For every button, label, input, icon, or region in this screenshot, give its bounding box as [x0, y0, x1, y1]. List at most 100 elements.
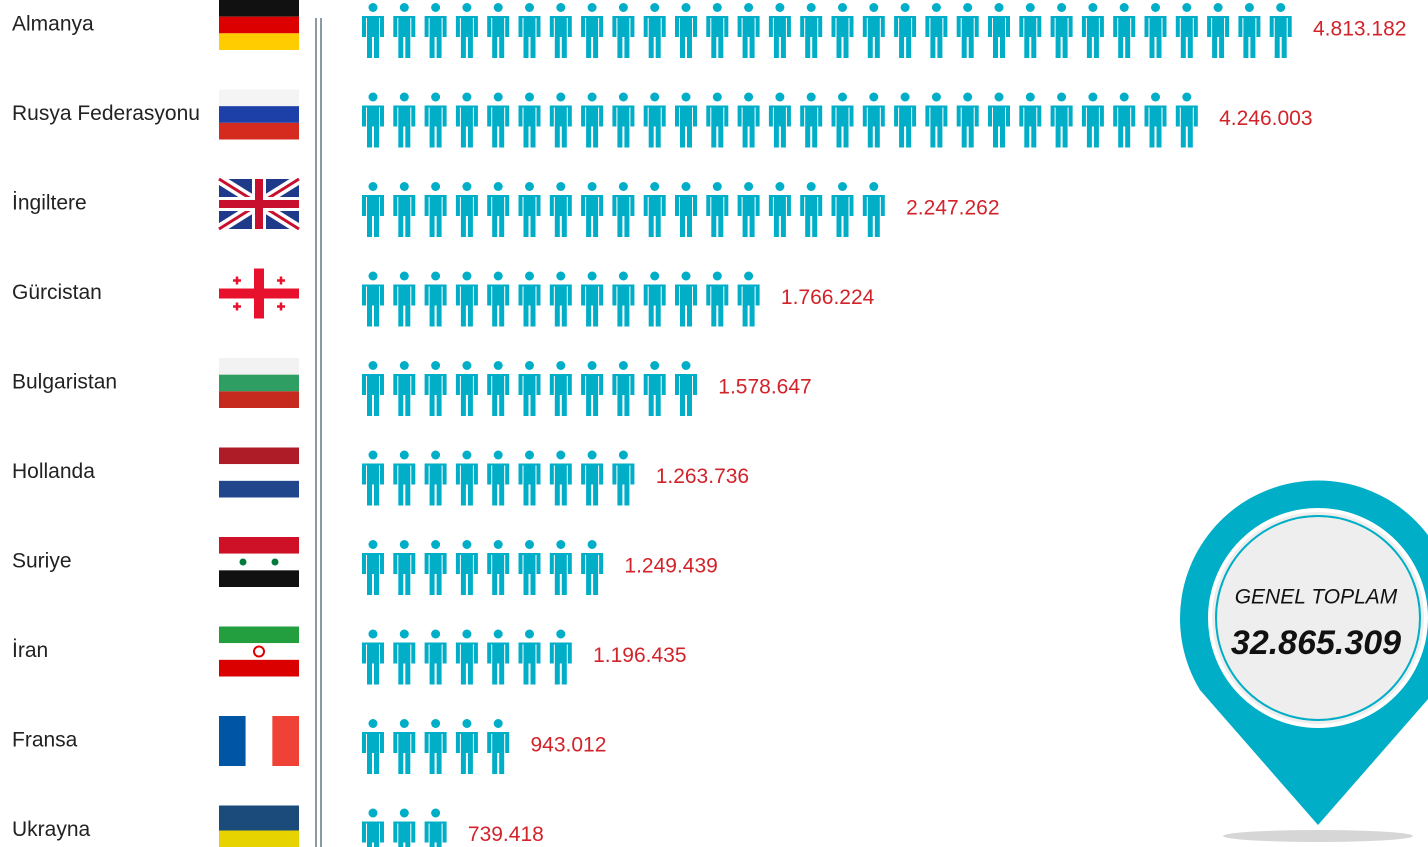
- flag-stripe: [219, 805, 299, 831]
- icon-body: [643, 105, 666, 148]
- icon-body: [362, 374, 384, 416]
- icon-body: [925, 16, 948, 58]
- icon-head: [650, 271, 660, 281]
- country-name: Bulgaristan: [12, 371, 117, 394]
- icon-body: [424, 732, 447, 774]
- icon-body: [487, 553, 510, 595]
- icon-body: [1144, 16, 1167, 58]
- icon-head: [1119, 3, 1129, 12]
- icon-body: [393, 105, 416, 148]
- icon-head: [712, 182, 722, 191]
- icon-row: [362, 450, 635, 506]
- icon-body: [706, 284, 729, 327]
- icon-body: [362, 284, 384, 327]
- icon-body: [737, 105, 760, 148]
- icon-head: [399, 3, 409, 12]
- icon-head: [1025, 92, 1035, 102]
- icon-head: [869, 3, 879, 12]
- icon-body: [1144, 105, 1167, 148]
- icon-head: [618, 182, 628, 191]
- icon-body: [518, 105, 541, 148]
- icon-body: [768, 195, 791, 237]
- icon-head: [399, 540, 409, 549]
- icon-head: [556, 450, 566, 460]
- icon-head: [618, 3, 628, 12]
- icon-body: [988, 16, 1010, 58]
- icon-head: [650, 361, 660, 370]
- icon-body: [518, 16, 541, 58]
- flag-stripe: [219, 830, 299, 847]
- icon-body: [1175, 105, 1198, 148]
- flag-stripe: [219, 374, 299, 392]
- icon-head: [618, 271, 628, 281]
- flag-cross: [233, 302, 241, 311]
- icon-body: [424, 553, 447, 595]
- icon-head: [775, 182, 785, 191]
- flag-star: [271, 558, 279, 566]
- icon-head: [994, 3, 1004, 12]
- icon-body: [518, 284, 541, 327]
- icon-head: [399, 629, 409, 639]
- icon-body: [862, 16, 885, 58]
- icon-head: [525, 271, 534, 281]
- icon-head: [650, 3, 660, 12]
- icon-head: [618, 361, 628, 370]
- icon-head: [462, 3, 472, 12]
- icon-head: [431, 540, 441, 549]
- icon-body: [1050, 105, 1073, 148]
- icon-head: [1182, 3, 1192, 12]
- flag: [216, 174, 302, 234]
- icon-head: [368, 271, 378, 281]
- icon-head: [368, 182, 378, 191]
- icon-body: [831, 195, 854, 237]
- icon-body: [518, 374, 541, 416]
- icon-body: [894, 16, 917, 58]
- country-name: Rusya Federasyonu: [12, 102, 200, 125]
- icon-body: [393, 553, 416, 595]
- icon-body: [1113, 105, 1136, 148]
- icon-head: [368, 540, 378, 549]
- flag-stripe: [219, 626, 299, 644]
- icon-head: [1276, 3, 1286, 12]
- icon-head: [462, 450, 472, 460]
- icon-body: [487, 642, 510, 685]
- icon-head: [869, 92, 879, 102]
- icon-head: [462, 629, 472, 639]
- icon-head: [399, 719, 409, 728]
- icon-head: [1025, 3, 1035, 12]
- icon-head: [1244, 3, 1254, 12]
- icon-body: [706, 105, 729, 148]
- icon-head: [775, 3, 785, 12]
- flag-star: [239, 558, 247, 566]
- icon-body: [737, 284, 760, 327]
- icon-body: [706, 16, 729, 58]
- total-value: 32.865.309: [1231, 624, 1401, 662]
- icon-body: [643, 374, 666, 416]
- icon-body: [424, 463, 447, 506]
- flag: [219, 358, 299, 408]
- icon-head: [712, 3, 722, 12]
- icon-body: [549, 463, 572, 506]
- icon-body: [831, 16, 854, 58]
- icon-head: [493, 361, 503, 370]
- country-name: İngiltere: [12, 192, 87, 215]
- icon-body: [393, 642, 416, 685]
- icon-head: [493, 629, 503, 639]
- icon-head: [556, 629, 566, 639]
- icon-head: [431, 629, 441, 639]
- value-label: 1.766.224: [781, 286, 875, 309]
- icon-body: [737, 16, 760, 58]
- icon-row: [362, 92, 1198, 148]
- icon-body: [675, 284, 697, 327]
- icon-body: [455, 374, 478, 416]
- icon-body: [581, 195, 604, 237]
- icon-head: [462, 271, 472, 281]
- icon-body: [362, 821, 384, 847]
- icon-body: [518, 463, 541, 506]
- icon-head: [525, 629, 534, 639]
- icon-head: [681, 92, 691, 102]
- flag-stripe: [219, 16, 299, 34]
- country-name: Fransa: [12, 729, 78, 752]
- icon-body: [362, 105, 384, 148]
